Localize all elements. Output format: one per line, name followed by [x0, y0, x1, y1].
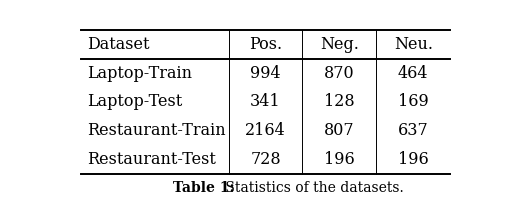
Text: 807: 807 — [324, 122, 355, 139]
Text: Neg.: Neg. — [320, 36, 359, 53]
Text: 196: 196 — [398, 151, 428, 168]
Text: 196: 196 — [324, 151, 355, 168]
Text: Dataset: Dataset — [87, 36, 149, 53]
Text: 341: 341 — [250, 93, 281, 110]
Text: 870: 870 — [324, 65, 355, 82]
Text: 169: 169 — [398, 93, 428, 110]
Text: Table 1:: Table 1: — [173, 182, 235, 196]
Text: Restaurant-Test: Restaurant-Test — [87, 151, 215, 168]
Text: 128: 128 — [324, 93, 355, 110]
Text: Laptop-Test: Laptop-Test — [87, 93, 182, 110]
Text: Restaurant-Train: Restaurant-Train — [87, 122, 225, 139]
Text: 637: 637 — [398, 122, 428, 139]
Text: Neu.: Neu. — [394, 36, 433, 53]
Text: 728: 728 — [250, 151, 281, 168]
Text: 994: 994 — [250, 65, 281, 82]
Text: Pos.: Pos. — [249, 36, 282, 53]
Text: 464: 464 — [398, 65, 428, 82]
Text: Statistics of the datasets.: Statistics of the datasets. — [221, 182, 404, 196]
Text: 2164: 2164 — [245, 122, 286, 139]
Text: Laptop-Train: Laptop-Train — [87, 65, 192, 82]
